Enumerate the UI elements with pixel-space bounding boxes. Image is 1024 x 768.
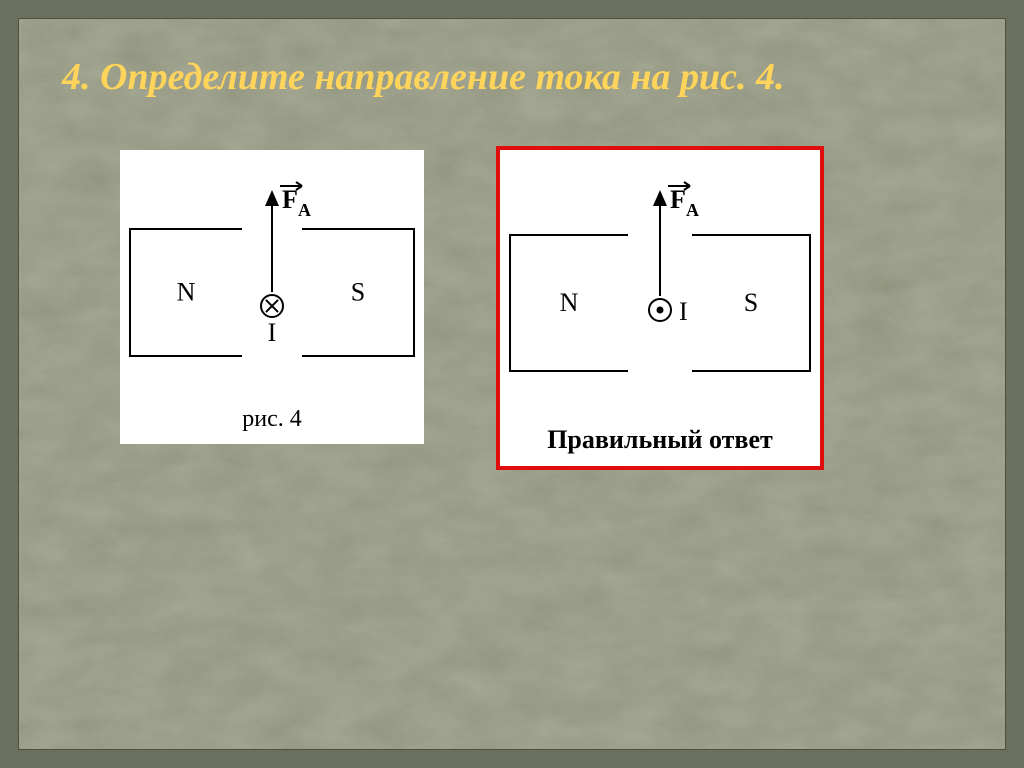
slide-inner: 4. Определите направление тока на рис. 4… [18, 18, 1006, 750]
answer-caption: Правильный ответ [547, 425, 773, 454]
magnet-south-label: S [744, 288, 758, 317]
current-label: I [268, 318, 277, 347]
magnet-north-label: N [560, 288, 579, 317]
left-diagram: N S FA Iрис. 4 [120, 150, 424, 444]
force-arrow-head [265, 190, 279, 206]
force-label-subscript: A [686, 200, 699, 220]
force-label-subscript: A [298, 200, 311, 220]
current-label: I [679, 297, 688, 326]
slide-root: 4. Определите направление тока на рис. 4… [0, 0, 1024, 768]
left-panel-wrap: N S FA Iрис. 4 [120, 150, 424, 444]
panels-row: NSFAIрис. 4 NSFAIПравильный ответ [62, 150, 962, 466]
right-diagram: N S FA I Правильный ответ [500, 150, 820, 466]
figure-caption: рис. 4 [242, 406, 302, 432]
magnet-north-label: N [177, 277, 196, 306]
force-label: F [670, 185, 686, 214]
question-title: 4. Определите направление тока на рис. 4… [62, 54, 942, 102]
force-label: F [282, 185, 298, 214]
magnet-south-label: S [351, 277, 365, 306]
force-arrow-head [653, 190, 667, 206]
right-panel-wrap: N S FA I Правильный ответ [500, 150, 820, 466]
current-dot-icon [657, 306, 664, 313]
